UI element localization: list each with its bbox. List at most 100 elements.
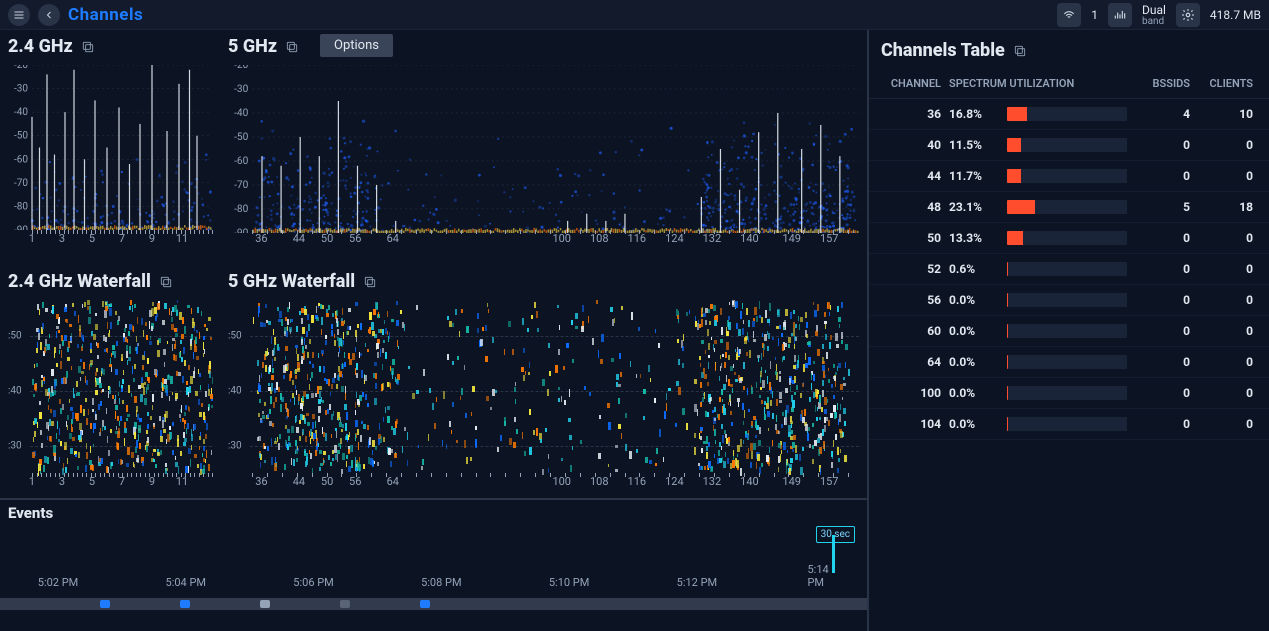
copy-icon[interactable] [81, 40, 95, 54]
copy-icon[interactable] [285, 40, 299, 54]
cell-util-bar [1007, 107, 1127, 121]
events-timeline[interactable]: 30 sec 5:02 PM5:04 PM5:06 PM5:08 PM5:10 … [8, 524, 859, 589]
cell-clients: 0 [1198, 231, 1253, 245]
cell-bssids: 0 [1135, 324, 1190, 338]
cell-util-bar [1007, 386, 1127, 400]
memory-button[interactable] [1176, 3, 1200, 27]
svg-text:-80: -80 [234, 204, 249, 215]
cell-clients: 0 [1198, 169, 1253, 183]
waterfall-24-xaxis: 1357911 [8, 473, 212, 497]
table-row[interactable]: 1000.0%00 [869, 378, 1269, 409]
left-column: 2.4 GHz -20-30-40-50-60-70-80-90 1357911… [0, 30, 869, 631]
table-rows: 3616.8%4104011.5%004411.7%004823.1%51850… [869, 99, 1269, 631]
col-clients[interactable]: CLIENTS [1198, 77, 1253, 90]
top-bar: Channels 1 Dual band 418.7 MB [0, 0, 1269, 30]
wifi-status-button[interactable] [1057, 3, 1081, 27]
cell-util-pct: 0.0% [949, 417, 999, 431]
mode-line1: Dual [1142, 3, 1166, 17]
table-row[interactable]: 3616.8%410 [869, 99, 1269, 130]
table-row[interactable]: 520.6%00 [869, 254, 1269, 285]
cell-util-pct: 13.3% [949, 231, 999, 245]
wifi-icon [1062, 8, 1076, 22]
cell-channel: 104 [881, 417, 941, 431]
events-xtick: 5:10 PM [549, 576, 589, 589]
copy-icon[interactable] [159, 275, 173, 289]
panel-spectrum-24: 2.4 GHz -20-30-40-50-60-70-80-90 1357911 [0, 30, 220, 265]
waterfall-5-xaxis: 3644505664100108116124132140149157 [228, 473, 859, 497]
gear-icon [1181, 8, 1195, 22]
col-channel[interactable]: CHANNEL [881, 77, 941, 90]
cell-util-bar [1007, 231, 1127, 245]
copy-icon[interactable] [1013, 44, 1027, 58]
top-right: 1 Dual band 418.7 MB [1057, 3, 1261, 27]
cell-channel: 50 [881, 231, 941, 245]
cell-util-bar [1007, 138, 1127, 152]
panel-title-wf5: 5 GHz Waterfall [228, 271, 355, 292]
page-title: Channels [68, 5, 143, 25]
events-xtick: 5:04 PM [166, 576, 206, 589]
svg-text:-20: -20 [14, 65, 28, 71]
table-row[interactable]: 4011.5%00 [869, 130, 1269, 161]
svg-text:-40: -40 [234, 108, 249, 119]
panel-title-wf24: 2.4 GHz Waterfall [8, 271, 151, 292]
table-row[interactable]: 1040.0%00 [869, 409, 1269, 440]
cell-clients: 0 [1198, 324, 1253, 338]
cell-bssids: 0 [1135, 138, 1190, 152]
events-xtick: 5:12 PM [677, 576, 717, 589]
cell-clients: 0 [1198, 417, 1253, 431]
spectrum-24-chart[interactable]: -20-30-40-50-60-70-80-90 [8, 65, 212, 230]
dock-dot [340, 600, 350, 608]
table-row[interactable]: 56 0.0% 00 [869, 285, 1269, 316]
waterfall-5-chart[interactable]: :50:40:30 [228, 298, 859, 473]
events-xtick: 5:06 PM [293, 576, 333, 589]
cell-channel: 36 [881, 107, 941, 121]
cell-util-pct: 0.0% [949, 386, 999, 400]
menu-icon [13, 9, 25, 21]
cell-bssids: 0 [1135, 293, 1190, 307]
cell-channel: 52 [881, 262, 941, 276]
copy-icon[interactable] [363, 275, 377, 289]
channels-table-title: Channels Table [881, 40, 1005, 61]
cell-util-bar [1007, 324, 1127, 338]
spectrum-5-xaxis: 3644505664100108116124132140149157 [228, 230, 859, 254]
cell-channel: 56 [881, 293, 941, 307]
svg-text:-70: -70 [14, 178, 28, 189]
table-row[interactable]: 600.0%00 [869, 316, 1269, 347]
cell-util-pct: 0.0% [949, 293, 999, 307]
table-row[interactable]: 640.0%00 [869, 347, 1269, 378]
back-button[interactable] [38, 4, 60, 26]
cell-util-pct: 0.6% [949, 262, 999, 276]
svg-text:-50: -50 [234, 132, 249, 143]
dock-bar [0, 598, 867, 610]
table-row[interactable]: 4411.7%00 [869, 161, 1269, 192]
waterfall-24-chart[interactable]: :50:40:30 [8, 298, 212, 473]
svg-text:-70: -70 [234, 180, 249, 191]
cell-util-bar [1007, 169, 1127, 183]
spectrum-row: 2.4 GHz -20-30-40-50-60-70-80-90 1357911… [0, 30, 867, 265]
options-button[interactable]: Options [320, 34, 393, 57]
chevron-left-icon [43, 9, 55, 21]
mode-label: Dual band [1142, 3, 1166, 27]
dock-dot [100, 600, 110, 608]
table-row[interactable]: 4823.1%518 [869, 192, 1269, 223]
menu-button[interactable] [8, 4, 30, 26]
spectrum-mode-button[interactable] [1108, 3, 1132, 27]
cell-channel: 48 [881, 200, 941, 214]
cell-util-pct: 11.7% [949, 169, 999, 183]
panel-title-5: 5 GHz [228, 36, 277, 57]
panel-events: Events 30 sec 5:02 PM5:04 PM5:06 PM5:08 … [0, 498, 867, 598]
cell-channel: 40 [881, 138, 941, 152]
cell-bssids: 4 [1135, 107, 1190, 121]
events-xtick: 5:14 PM [807, 563, 841, 589]
spectrum-5-chart[interactable]: -20-30-40-50-60-70-80-90 [228, 65, 859, 230]
col-bssids[interactable]: BSSIDS [1135, 77, 1190, 90]
panel-spectrum-5: 5 GHz Options -20-30-40-50-60-70-80-90 3… [220, 30, 867, 265]
cell-clients: 0 [1198, 293, 1253, 307]
col-util[interactable]: SPECTRUM UTILIZATION [949, 77, 1127, 90]
svg-text:-30: -30 [234, 84, 249, 95]
signal-count: 1 [1091, 8, 1098, 22]
memory-value: 418.7 MB [1210, 8, 1261, 22]
cell-bssids: 0 [1135, 231, 1190, 245]
svg-text:-60: -60 [234, 156, 249, 167]
table-row[interactable]: 50 13.3% 00 [869, 223, 1269, 254]
